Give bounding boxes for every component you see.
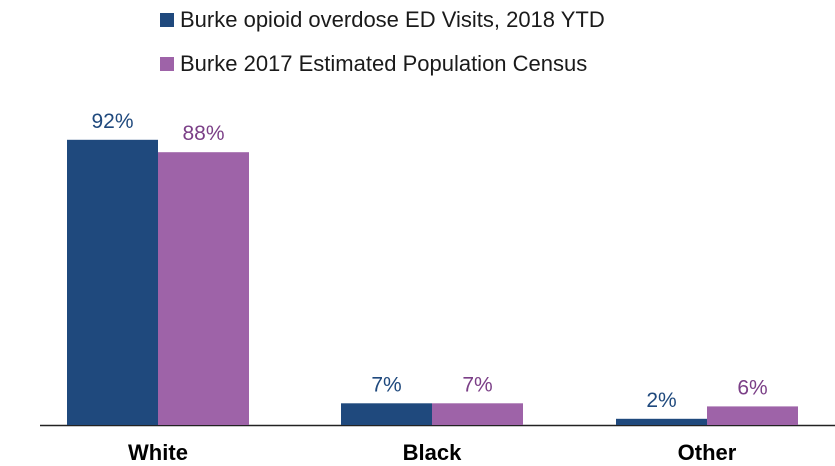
bar-white-series-0: [67, 139, 158, 426]
data-label-other-series-0: 2%: [646, 389, 676, 412]
data-label-black-series-1: 7%: [462, 373, 492, 396]
legend-swatch-population: [160, 57, 174, 71]
bar-black-series-1: [432, 403, 523, 425]
category-label-black: Black: [403, 440, 462, 465]
category-label-white: White: [128, 440, 188, 465]
data-label-other-series-1: 6%: [737, 376, 767, 399]
bar-white-series-1: [158, 152, 249, 425]
data-label-white-series-1: 88%: [182, 122, 224, 145]
legend: Burke opioid overdose ED Visits, 2018 YT…: [160, 7, 605, 96]
bar-other-series-1: [707, 406, 798, 425]
bar-black-series-0: [341, 403, 432, 425]
data-label-black-series-0: 7%: [371, 373, 401, 396]
bar-other-series-0: [616, 418, 707, 425]
legend-item-population: Burke 2017 Estimated Population Census: [160, 51, 605, 76]
legend-label-ed-visits: Burke opioid overdose ED Visits, 2018 YT…: [180, 7, 605, 32]
legend-label-population: Burke 2017 Estimated Population Census: [180, 51, 588, 76]
legend-swatch-ed-visits: [160, 13, 174, 27]
data-label-white-series-0: 92%: [91, 110, 133, 133]
legend-item-ed-visits: Burke opioid overdose ED Visits, 2018 YT…: [160, 7, 605, 32]
category-label-other: Other: [678, 440, 737, 465]
